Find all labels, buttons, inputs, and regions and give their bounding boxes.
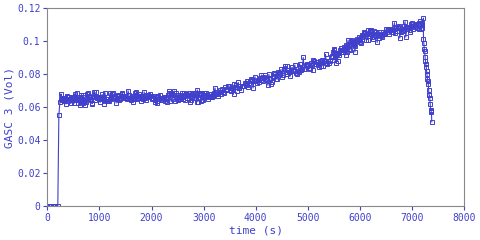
- Y-axis label: GASC 3 (Vol): GASC 3 (Vol): [4, 67, 14, 148]
- X-axis label: time (s): time (s): [229, 226, 283, 236]
